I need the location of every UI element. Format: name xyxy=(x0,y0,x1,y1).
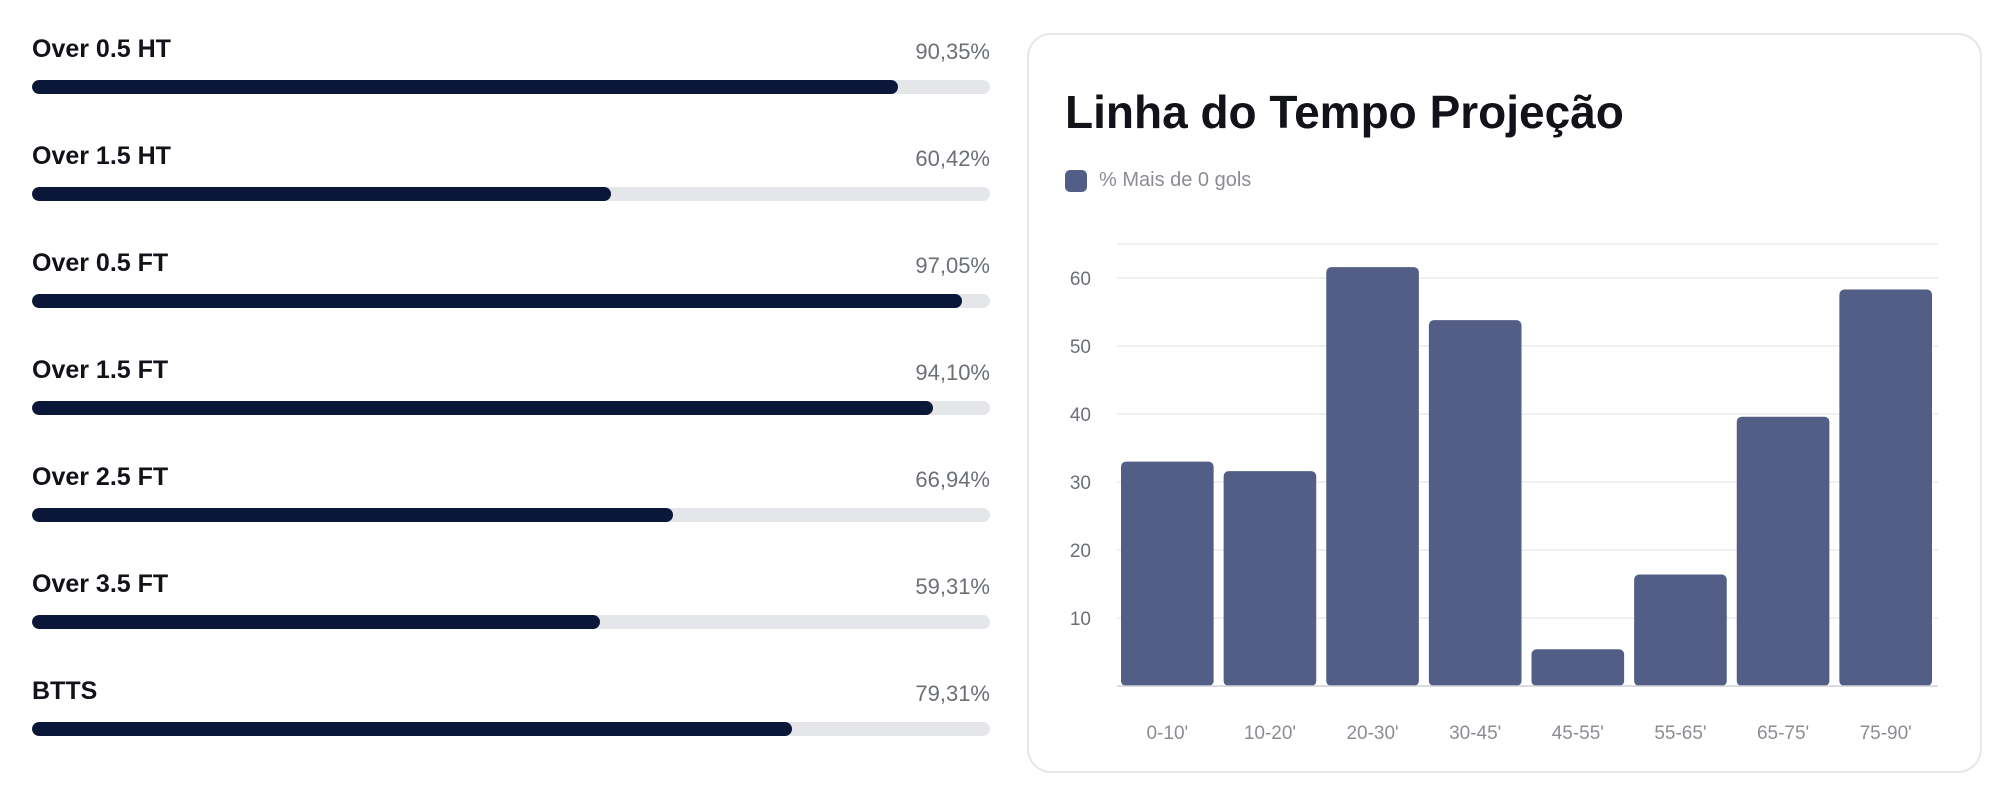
bar xyxy=(1121,461,1214,686)
stat-value: 59,31% xyxy=(915,574,990,599)
stat-label: Over 2.5 FT xyxy=(32,463,169,491)
stat-row: Over 2.5 FT 66,94% xyxy=(32,463,990,570)
stat-label: Over 0.5 HT xyxy=(32,35,171,63)
stat-value: 90,35% xyxy=(915,39,990,64)
progress-track xyxy=(32,187,990,201)
y-tick-label: 40 xyxy=(1070,405,1091,426)
y-tick-label: 10 xyxy=(1070,609,1091,630)
bar xyxy=(1736,416,1830,686)
stat-label: Over 1.5 HT xyxy=(32,142,171,170)
progress-fill xyxy=(32,508,674,522)
progress-track xyxy=(32,615,990,629)
progress-track xyxy=(32,80,990,94)
y-tick-label: 60 xyxy=(1070,269,1091,290)
progress-fill xyxy=(32,722,792,736)
stat-row: Over 1.5 HT 60,42% xyxy=(32,142,990,249)
stat-label: Over 3.5 FT xyxy=(32,570,169,598)
stat-row: Over 3.5 FT 59,31% xyxy=(32,570,990,677)
stat-value: 66,94% xyxy=(915,467,990,492)
y-tick-label: 20 xyxy=(1070,541,1091,562)
progress-fill xyxy=(32,294,962,308)
progress-track xyxy=(32,508,990,522)
stat-value: 60,42% xyxy=(915,146,990,171)
chart-card: Linha do Tempo Projeção % Mais de 0 gols… xyxy=(1027,33,1982,773)
progress-track xyxy=(32,401,990,415)
y-tick-label: 50 xyxy=(1070,337,1091,358)
x-tick-label: 55-65' xyxy=(1654,723,1706,744)
stat-label: BTTS xyxy=(32,677,98,705)
stat-label: Over 0.5 FT xyxy=(32,249,169,277)
bar xyxy=(1428,320,1522,686)
x-tick-label: 20-30' xyxy=(1346,723,1398,744)
x-tick-label: 0-10' xyxy=(1146,723,1188,744)
stat-row: Over 1.5 FT 94,10% xyxy=(32,356,990,463)
chart-title: Linha do Tempo Projeção xyxy=(1065,86,1624,138)
chart-legend[interactable]: % Mais de 0 gols xyxy=(1065,169,1251,192)
stat-value: 79,31% xyxy=(915,681,990,706)
bar xyxy=(1326,267,1419,686)
progress-track xyxy=(32,294,990,308)
stat-value: 97,05% xyxy=(915,253,990,278)
stat-row: Over 0.5 FT 97,05% xyxy=(32,249,990,356)
y-tick-label: 30 xyxy=(1070,473,1091,494)
legend-label: % Mais de 0 gols xyxy=(1099,169,1252,191)
stat-value: 94,10% xyxy=(915,360,990,385)
x-tick-label: 65-75' xyxy=(1757,723,1809,744)
bar xyxy=(1839,289,1932,686)
x-tick-label: 45-55' xyxy=(1552,723,1604,744)
progress-track xyxy=(32,722,990,736)
bar xyxy=(1634,574,1727,686)
x-tick-label: 30-45' xyxy=(1449,723,1501,744)
progress-fill xyxy=(32,80,898,94)
bar xyxy=(1223,471,1317,686)
progress-fill xyxy=(32,401,934,415)
x-tick-label: 75-90' xyxy=(1860,723,1912,744)
bar xyxy=(1531,649,1625,686)
progress-fill xyxy=(32,615,601,629)
x-tick-label: 10-20' xyxy=(1244,723,1296,744)
stat-row: Over 0.5 HT 90,35% xyxy=(32,35,990,142)
legend-swatch xyxy=(1065,169,1087,192)
bar-chart: 10 20 30 40 50 60 0-10' 10-20' 20-30' 30-45' 45-55… xyxy=(1070,243,1938,744)
stat-label: Over 1.5 FT xyxy=(32,356,169,384)
stat-row: BTTS 79,31% xyxy=(32,677,990,784)
progress-fill xyxy=(32,187,611,201)
